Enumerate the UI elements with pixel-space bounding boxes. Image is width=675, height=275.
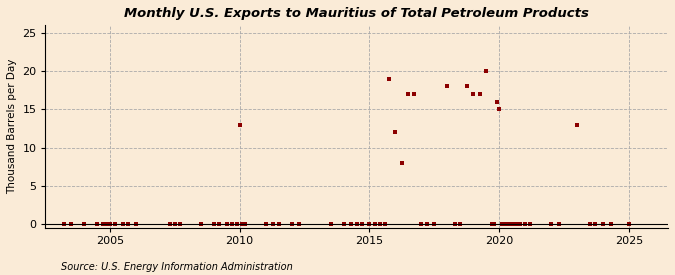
Text: Source: U.S. Energy Information Administration: Source: U.S. Energy Information Administ…	[61, 262, 292, 272]
Title: Monthly U.S. Exports to Mauritius of Total Petroleum Products: Monthly U.S. Exports to Mauritius of Tot…	[124, 7, 589, 20]
Y-axis label: Thousand Barrels per Day: Thousand Barrels per Day	[7, 59, 17, 194]
